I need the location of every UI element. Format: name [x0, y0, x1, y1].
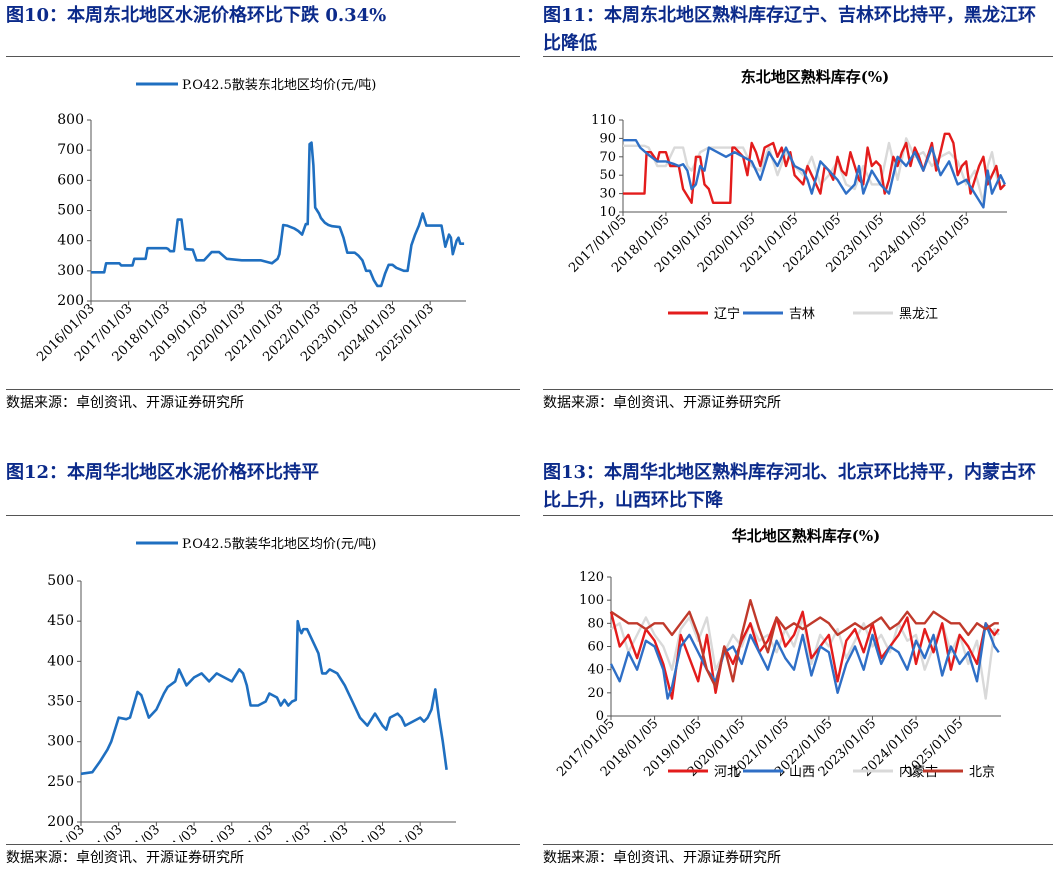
chart-fig11: 东北地区熟料库存(%)10305070901102017/01/052018/0…	[566, 68, 1007, 322]
y-tick-label: 500	[57, 203, 84, 219]
legend-label-0: 辽宁	[714, 306, 740, 322]
y-tick-label: 300	[57, 263, 84, 279]
panel-fig10: 图10：本周东北地区水泥价格环比下跌 0.34% 200 300 400 500 600…	[6, 0, 520, 420]
legend-label-2: 黑龙江	[899, 307, 938, 322]
panel-fig11: 图11：本周东北地区熟料库存辽宁、吉林环比持平，黑龙江环比降低 东北地区熟料库存…	[543, 0, 1053, 420]
panel-title: 图10：本周东北地区水泥价格环比下跌 0.34%	[6, 5, 387, 26]
source-rule	[543, 389, 1053, 390]
title-rule	[6, 56, 520, 57]
panel-fig12: 图12：本周华北地区水泥价格环比持平 200 250 300 350 400 450 500…	[6, 457, 520, 872]
chart-fig13: 华北地区熟料库存(%)0204060801001202017/01/052018…	[554, 527, 1001, 780]
y-tick-label: 80	[587, 616, 604, 631]
y-tick-label: 120	[579, 570, 604, 585]
y-tick-label: 100	[579, 593, 604, 608]
y-tick-label: 90	[599, 131, 616, 146]
y-tick-label: 30	[599, 187, 616, 202]
legend-label: P.O42.5散装华北地区均价(元/吨)	[182, 537, 376, 552]
source-rule	[543, 844, 1053, 845]
series-line-3	[610, 598, 999, 689]
title-rule	[543, 56, 1053, 57]
y-tick-label: 600	[57, 172, 84, 188]
legend-label-1: 吉林	[789, 307, 815, 322]
y-tick-label: 800	[57, 112, 84, 128]
y-tick-label: 20	[587, 686, 604, 701]
chart-title: 华北地区熟料库存(%)	[732, 527, 880, 545]
legend-label-1: 山西	[789, 765, 815, 780]
legend-label-0: 河北	[714, 765, 740, 780]
panel-title: 图11：本周东北地区熟料库存辽宁、吉林环比持平，黑龙江环比降低	[543, 5, 1037, 54]
source-note: 数据来源：卓创资讯、开源证券研究所	[543, 850, 781, 866]
source-note: 数据来源：卓创资讯、开源证券研究所	[543, 395, 781, 411]
series-line-0	[609, 610, 1000, 700]
y-tick-label: 50	[599, 168, 616, 183]
y-tick-label: 250	[47, 774, 74, 790]
source-rule	[6, 389, 520, 390]
legend-label-2: 内蒙古	[899, 764, 938, 780]
y-tick-label: 700	[57, 142, 84, 158]
series-line-1	[609, 622, 1000, 700]
title-rule	[6, 515, 520, 516]
source-note: 数据来源：卓创资讯、开源证券研究所	[6, 395, 244, 411]
legend-label: P.O42.5散装东北地区均价(元/吨)	[182, 78, 376, 93]
chart-title: 东北地区熟料库存(%)	[741, 68, 889, 86]
chart-fig12: 2002503003504004505002016/01/032017/01/0…	[24, 537, 456, 842]
series-line-2	[623, 137, 1006, 205]
panel-title: 图13：本周华北地区熟料库存河北、北京环比持平，内蒙古环比上升，山西环比下降	[543, 462, 1037, 511]
y-tick-label: 70	[599, 150, 616, 165]
series-line-0	[91, 141, 465, 288]
y-tick-label: 200	[57, 293, 84, 309]
y-tick-label: 450	[47, 613, 74, 629]
series-line-0	[80, 619, 448, 776]
y-tick-label: 400	[47, 653, 74, 669]
y-tick-label: 110	[591, 113, 616, 128]
title-rule	[543, 515, 1053, 516]
series-line-0	[623, 132, 1006, 205]
y-tick-label: 10	[599, 205, 616, 220]
source-rule	[6, 844, 520, 845]
panel-fig13: 图13：本周华北地区熟料库存河北、北京环比持平，内蒙古环比上升，山西环比下降 华…	[543, 457, 1053, 872]
legend-label-3: 北京	[969, 765, 995, 780]
y-tick-label: 200	[47, 814, 74, 830]
y-tick-label: 40	[587, 663, 604, 678]
panel-title: 图12：本周华北地区水泥价格环比持平	[6, 462, 320, 483]
y-tick-label: 350	[47, 694, 74, 710]
y-tick-label: 400	[57, 233, 84, 249]
source-note: 数据来源：卓创资讯、开源证券研究所	[6, 850, 244, 866]
series-line-1	[623, 138, 1006, 209]
y-tick-label: 500	[47, 573, 74, 589]
chart-fig10: 2003004005006007008002016/01/032017/01/0…	[34, 78, 466, 365]
y-tick-label: 300	[47, 734, 74, 750]
y-tick-label: 0	[596, 709, 604, 724]
y-tick-label: 60	[587, 640, 604, 655]
